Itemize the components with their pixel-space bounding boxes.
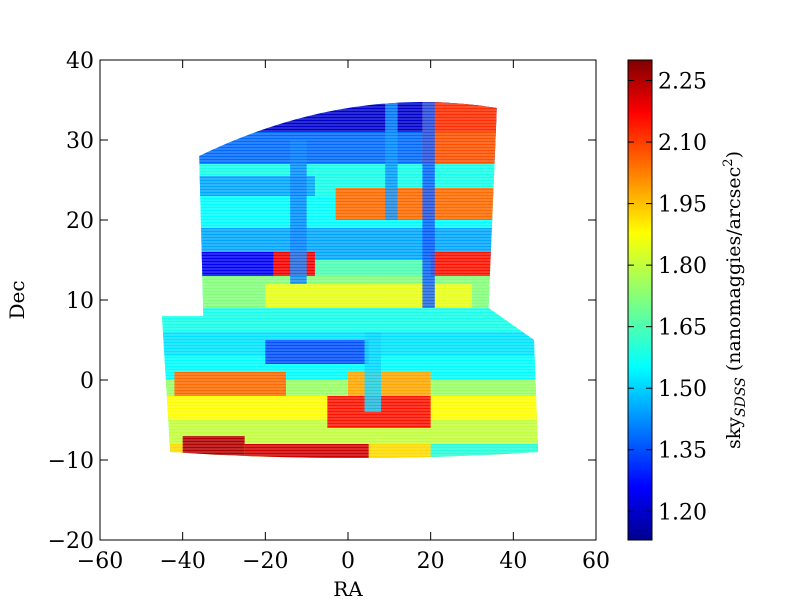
footprint-band [162,308,539,332]
colorbar-tick-label: 1.95 [658,193,707,218]
y-tick-label: 30 [66,129,94,154]
colorbar-tick-label: 1.80 [658,254,707,279]
footprint-stripe [364,332,382,412]
colorbar-label: skySDSS (nanomaggies/arcsec2) [721,151,749,449]
footprint-stripe [422,102,435,308]
footprint-band [348,372,431,396]
footprint-stripe [385,102,398,220]
footprint-band [430,252,497,276]
colorbar-tick-label: 1.35 [658,439,707,464]
survey-footprint [162,102,539,458]
colorbar-tick-label: 2.25 [658,70,707,95]
colorbar-gradient [627,59,653,541]
colorbar-tick-label: 1.65 [658,316,707,341]
y-tick-label: −20 [48,529,94,554]
colorbar-label-sup: 2 [721,158,736,166]
x-tick-label: 40 [499,549,527,574]
footprint-band [335,188,497,220]
y-tick-label: −10 [48,449,94,474]
colorbar-label-main: sky [723,417,745,449]
colorbar-tick-label: 2.10 [658,131,707,156]
plot-area: −60 −40 −20 0 20 40 60 −20 −10 0 10 20 30 40 RA Dec [5,49,610,600]
x-tick-label: 60 [582,549,610,574]
x-tick-label: −60 [77,549,123,574]
colorbar-tick-label: 1.50 [658,377,707,402]
colorbar-label-unit: (nanomaggies/arcsec [723,167,745,378]
x-tick-label: 20 [417,549,445,574]
footprint-band [199,176,315,196]
footprint-band [244,444,369,458]
x-tick-label: −20 [242,549,288,574]
colorbar-label-sub: SDSS [733,377,749,417]
footprint-band [182,436,245,458]
y-axis-ticks: −20 −10 0 10 20 30 40 [48,49,596,554]
footprint-stripe [290,140,307,284]
colorbar-ticks: 1.20 1.35 1.50 1.65 1.80 1.95 2.10 2.25 [628,70,707,525]
x-axis-ticks: −60 −40 −20 0 20 40 60 [77,60,610,574]
footprint-band [174,372,286,396]
footprint-band [265,284,472,308]
y-tick-label: 0 [80,369,94,394]
x-axis-label: RA [333,577,363,600]
footprint-band [199,252,274,276]
y-tick-label: 40 [66,49,94,74]
y-axis-label: Dec [5,280,29,319]
colorbar-label-close: ) [723,151,745,158]
x-tick-label: −40 [159,549,205,574]
colorbar: 1.20 1.35 1.50 1.65 1.80 1.95 2.10 2.25 skySDSS… [627,59,749,541]
colorbar-tick-label: 1.20 [658,500,707,525]
y-tick-label: 20 [66,209,94,234]
x-tick-label: 0 [341,549,355,574]
footprint-band [265,340,369,364]
y-tick-label: 10 [66,289,94,314]
